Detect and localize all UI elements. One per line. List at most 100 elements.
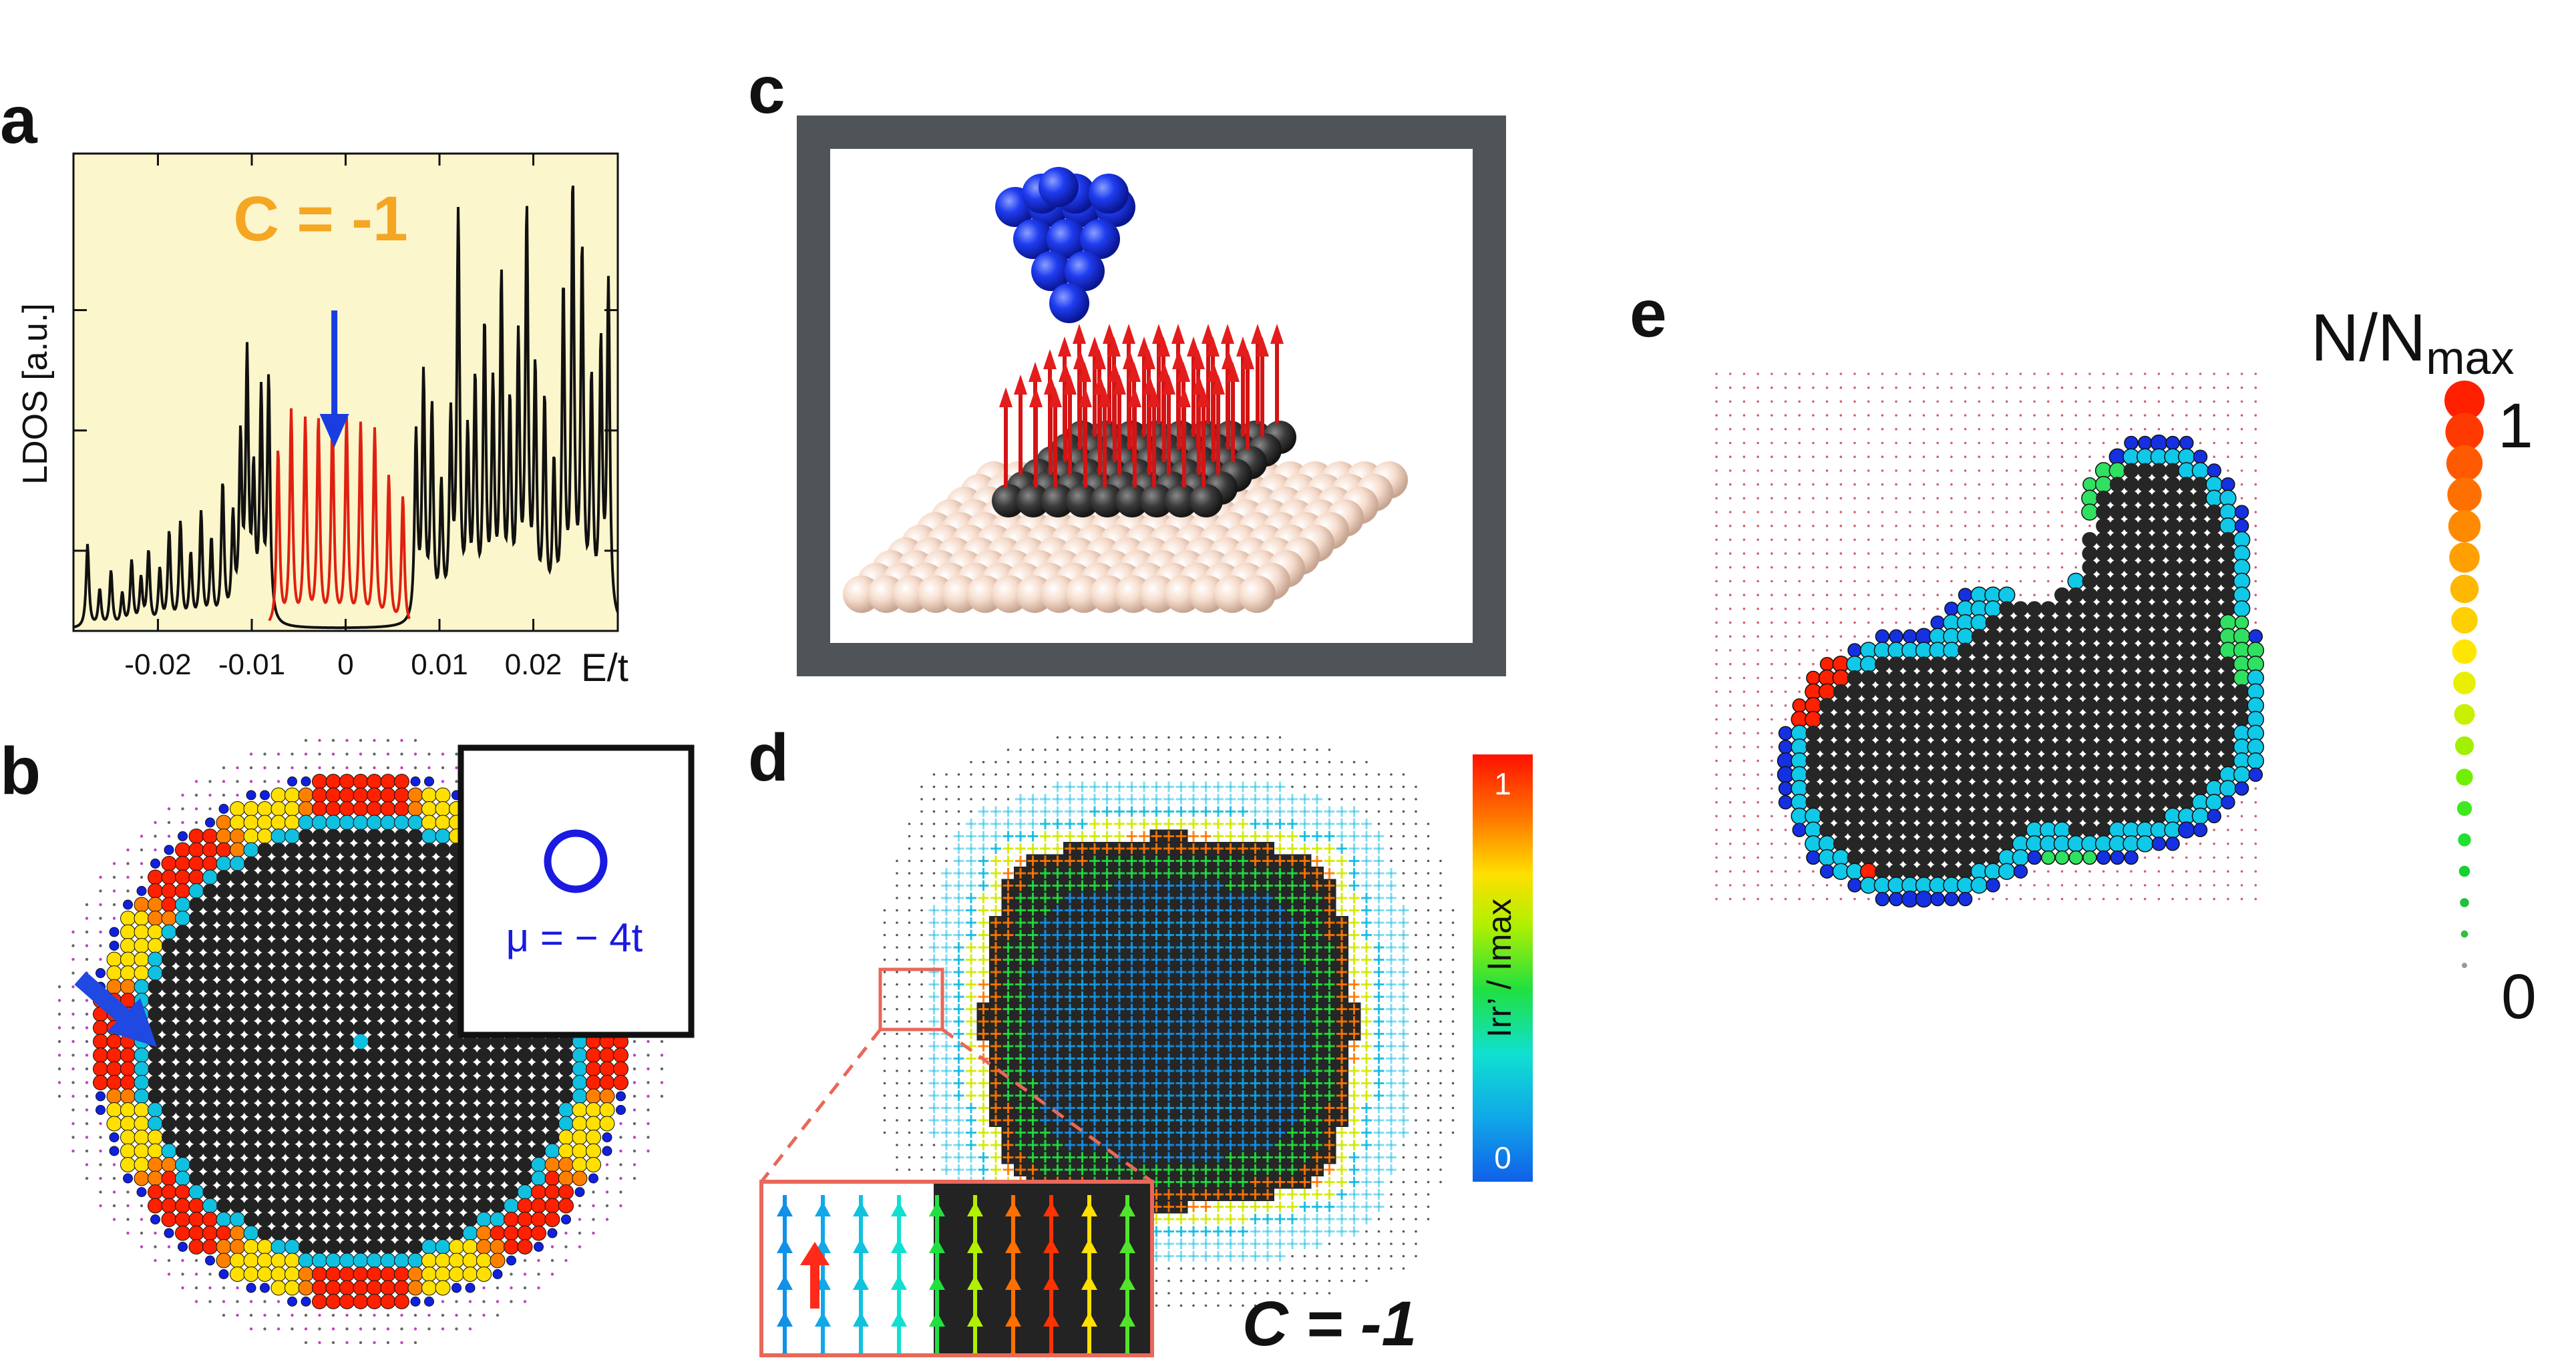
island-site <box>299 1116 313 1131</box>
island-site <box>326 856 341 871</box>
island-site <box>463 1048 478 1063</box>
background-site <box>1056 736 1059 739</box>
background-site <box>1179 1267 1183 1270</box>
background-site <box>1217 748 1220 751</box>
island-site <box>394 856 409 871</box>
background-site <box>1167 773 1170 776</box>
background-site <box>982 760 985 764</box>
edge-site <box>148 883 163 899</box>
island-site <box>367 911 382 926</box>
edge-site <box>353 1252 369 1269</box>
background-site <box>896 1119 898 1122</box>
background-site <box>932 847 936 850</box>
background-site <box>1204 1304 1208 1307</box>
edge-site <box>504 1225 519 1241</box>
island-site <box>367 965 382 981</box>
background-site <box>537 1286 540 1290</box>
island-site <box>435 897 450 912</box>
island-site <box>257 883 272 899</box>
background-site <box>345 1341 349 1345</box>
background-site <box>263 780 266 783</box>
island-site <box>339 897 355 912</box>
background-site <box>1192 773 1195 776</box>
island-site <box>435 938 450 953</box>
island-site <box>216 1020 231 1036</box>
island-site <box>326 1239 341 1254</box>
island-site <box>490 1075 505 1090</box>
island-site <box>435 1089 450 1104</box>
island-site <box>162 1075 176 1090</box>
edge-site <box>106 1088 122 1104</box>
background-site <box>71 1026 75 1030</box>
island-site <box>449 1212 464 1227</box>
island-site <box>367 1184 382 1200</box>
background-site <box>249 1327 253 1331</box>
background-site <box>957 773 960 776</box>
island-site <box>463 1102 478 1118</box>
edge-site <box>407 787 423 803</box>
island-site <box>326 1184 341 1200</box>
island-site <box>326 1089 341 1104</box>
edge-site <box>449 1267 464 1282</box>
island-site <box>421 1144 437 1158</box>
island-site <box>476 1089 492 1104</box>
background-site <box>523 1259 527 1263</box>
island-site <box>257 1089 272 1104</box>
island-site <box>381 925 395 939</box>
background-site <box>1081 748 1084 751</box>
island-site <box>381 1184 395 1200</box>
island-site <box>326 965 341 981</box>
island-site <box>435 856 450 871</box>
background-site <box>896 859 898 863</box>
island-site <box>421 952 437 967</box>
island-site <box>202 938 218 953</box>
background-site <box>112 1163 116 1166</box>
background-site <box>208 793 212 797</box>
background-site <box>167 821 171 825</box>
island-site <box>202 1048 218 1063</box>
background-site <box>932 1144 936 1146</box>
island-site <box>353 1157 368 1172</box>
edge-site <box>120 1116 136 1132</box>
background-site <box>359 766 363 770</box>
island-site <box>476 1102 492 1118</box>
island-site <box>435 1102 450 1118</box>
island-site <box>285 897 300 912</box>
island-site <box>353 1184 368 1200</box>
island-site <box>381 1048 395 1063</box>
background-site <box>883 1057 886 1060</box>
island-site <box>326 870 341 885</box>
background-site <box>945 835 948 838</box>
island-site <box>326 1171 341 1186</box>
island-site <box>175 979 190 994</box>
background-site <box>1192 760 1195 764</box>
edge-site <box>490 1239 506 1254</box>
background-site <box>1266 736 1269 739</box>
edge-site <box>148 1157 163 1172</box>
background-site <box>304 1327 308 1331</box>
edge-site <box>367 801 382 817</box>
background-site <box>99 917 102 920</box>
island-site <box>175 1034 190 1049</box>
edge-site <box>339 1280 355 1296</box>
island-site <box>381 993 395 1008</box>
edge-site <box>380 1280 396 1296</box>
island-site <box>518 1157 532 1172</box>
island-site <box>367 829 382 844</box>
background-site <box>318 1341 321 1345</box>
island-site <box>230 1130 245 1145</box>
background-site <box>345 1327 349 1331</box>
background-site <box>920 983 923 986</box>
edge-site <box>616 1105 626 1115</box>
background-site <box>1093 760 1096 764</box>
island-site <box>339 1034 355 1049</box>
edge-site <box>339 801 355 817</box>
background-site <box>413 752 417 756</box>
island-site <box>326 1048 341 1063</box>
island-site <box>271 938 286 953</box>
background-site <box>1143 760 1145 764</box>
island-site <box>175 965 190 981</box>
edge-site <box>270 801 287 817</box>
edge-site <box>558 1198 574 1214</box>
edge-site <box>586 1143 601 1159</box>
